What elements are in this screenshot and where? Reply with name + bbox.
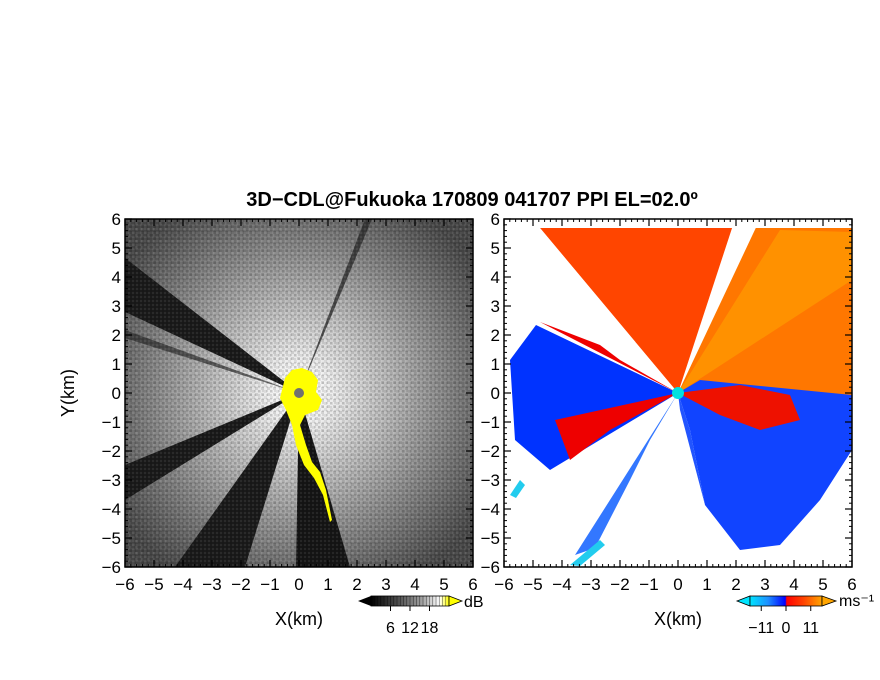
velocity-x-tick-label: −1: [639, 575, 658, 594]
intensity-x-tick-label: −1: [260, 575, 279, 594]
velocity-y-tick-label: 3: [491, 297, 500, 316]
intensity-x-tick-label: −5: [144, 575, 163, 594]
velocity-region-southeast-blue: [678, 380, 852, 550]
velocity-region-south-blue: [678, 393, 705, 505]
intensity-colorbar-max-arrow: [448, 595, 464, 607]
radar-location: [294, 388, 304, 398]
velocity-colorbar-min-arrow: [735, 595, 751, 607]
velocity-x-tick-label: 5: [818, 575, 827, 594]
intensity-x-tick-label: 5: [439, 575, 448, 594]
velocity-y-tick-label: −2: [481, 442, 500, 461]
velocity-x-tick-label: −5: [523, 575, 542, 594]
velocity-colorbar-tick-label: 0: [782, 620, 791, 637]
intensity-x-tick-label: 2: [352, 575, 361, 594]
velocity-colorbar-tick-label: −11: [748, 620, 774, 637]
intensity-colorbar-tick-label: 12: [401, 620, 419, 637]
velocity-colorbar: −11 0 11 ms⁻¹: [735, 593, 874, 637]
intensity-x-axis-label: X(km): [275, 609, 323, 629]
velocity-y-tick-label: 0: [491, 384, 500, 403]
velocity-y-tick-label: 6: [491, 210, 500, 229]
intensity-y-tick-label: 2: [112, 326, 121, 345]
velocity-colorbar-tick-label: 11: [802, 620, 819, 637]
velocity-region-west-red-2: [555, 393, 678, 460]
intensity-heatmap: [125, 219, 473, 567]
intensity-y-tick-label: 4: [112, 268, 121, 287]
velocity-region-north-orange: [540, 228, 740, 393]
velocity-colorbar-max-arrow: [821, 595, 838, 607]
velocity-y-tick-label: 2: [491, 326, 500, 345]
ground-clutter: [280, 368, 332, 522]
velocity-x-tick-label: 1: [702, 575, 711, 594]
velocity-y-tick-label: 1: [491, 355, 500, 374]
velocity-region-cyan-beam: [570, 540, 605, 566]
intensity-colorbar-tick-label: 6: [386, 620, 395, 637]
intensity-y-tick-label: 1: [112, 355, 121, 374]
velocity-ticks: −6 −5 −4 −3 −2 −1 0 1 2 3 4 5 6 6 5 4 3 2 1 0 −1 −2 −3 −4 −5 −6: [481, 210, 857, 594]
intensity-colorbar-min-arrow: [358, 596, 371, 606]
velocity-gap-north: [678, 219, 760, 393]
intensity-colorbar-ticks: 6 12 18: [373, 596, 447, 637]
velocity-y-tick-label: −1: [481, 413, 500, 432]
velocity-region-west-blue: [510, 325, 678, 470]
velocity-y-tick-label: 4: [491, 268, 500, 287]
intensity-y-tick-label: −1: [102, 413, 121, 432]
intensity-colorbar-tick-label: 18: [421, 620, 439, 637]
intensity-colorbar-unit: dB: [464, 594, 484, 611]
velocity-x-axis-label: X(km): [654, 609, 702, 629]
intensity-y-tick-label: −5: [102, 529, 121, 548]
velocity-x-tick-label: 2: [731, 575, 740, 594]
velocity-heatmap: [510, 219, 852, 566]
velocity-region-east-red: [678, 385, 800, 430]
velocity-x-tick-label: −4: [552, 575, 571, 594]
velocity-y-tick-label: −3: [481, 471, 500, 490]
velocity-gap-northwest: [540, 228, 678, 393]
velocity-x-tick-label: 0: [673, 575, 682, 594]
intensity-y-tick-label: −4: [102, 500, 121, 519]
intensity-x-tick-label: 6: [468, 575, 477, 594]
velocity-x-tick-label: 4: [789, 575, 798, 594]
intensity-y-tick-label: 5: [112, 239, 121, 258]
velocity-panel: −6 −5 −4 −3 −2 −1 0 1 2 3 4 5 6 6 5 4 3 2 1 0 −1 −2 −3 −4 −5 −6 X…: [481, 210, 857, 629]
intensity-panel: −6 −5 −4 −3 −2 −1 0 1 2 3 4 5 6 6 5 4 3 2 1 0 −1 −2 −3 −4 −5 −6 X…: [58, 210, 478, 629]
intensity-x-tick-label: −6: [115, 575, 134, 594]
intensity-x-tick-label: −3: [202, 575, 221, 594]
intensity-y-tick-label: −2: [102, 442, 121, 461]
intensity-x-tick-label: 1: [323, 575, 332, 594]
intensity-y-tick-label: 6: [112, 210, 121, 229]
intensity-y-tick-label: −6: [102, 558, 121, 577]
intensity-x-tick-label: 4: [410, 575, 419, 594]
velocity-x-tick-label: 6: [847, 575, 856, 594]
velocity-x-tick-label: 3: [760, 575, 769, 594]
velocity-x-tick-label: −6: [494, 575, 513, 594]
intensity-x-tick-label: 0: [294, 575, 303, 594]
velocity-region-cyan-dots: [510, 480, 525, 498]
velocity-y-tick-label: 5: [491, 239, 500, 258]
velocity-region-southwest-beam: [575, 393, 678, 555]
intensity-x-tick-label: −4: [173, 575, 192, 594]
velocity-colorbar-bar: [749, 595, 823, 607]
intensity-y-tick-label: 3: [112, 297, 121, 316]
velocity-x-tick-label: −3: [581, 575, 600, 594]
intensity-colorbar: 6 12 18 dB: [358, 594, 484, 637]
radar-location-marker: [672, 387, 684, 399]
velocity-x-tick-label: −2: [610, 575, 629, 594]
figure-title: 3D−CDL@Fukuoka 170809 041707 PPI EL=02.0…: [246, 189, 698, 211]
velocity-y-tick-label: −5: [481, 529, 500, 548]
velocity-colorbar-ticks: −11 0 11: [748, 606, 819, 637]
intensity-x-tick-label: −2: [231, 575, 250, 594]
intensity-y-tick-label: −3: [102, 471, 121, 490]
velocity-region-west-red: [540, 322, 678, 393]
velocity-region-far-orange: [678, 230, 852, 393]
intensity-ticks: −6 −5 −4 −3 −2 −1 0 1 2 3 4 5 6 6 5 4 3 2 1 0 −1 −2 −3 −4 −5 −6: [102, 210, 478, 594]
intensity-x-tick-label: 3: [381, 575, 390, 594]
velocity-colorbar-unit: ms⁻¹: [839, 593, 874, 610]
velocity-y-tick-label: −4: [481, 500, 500, 519]
velocity-y-tick-label: −6: [481, 558, 500, 577]
intensity-y-axis-label: Y(km): [58, 369, 78, 417]
intensity-y-tick-label: 0: [112, 384, 121, 403]
